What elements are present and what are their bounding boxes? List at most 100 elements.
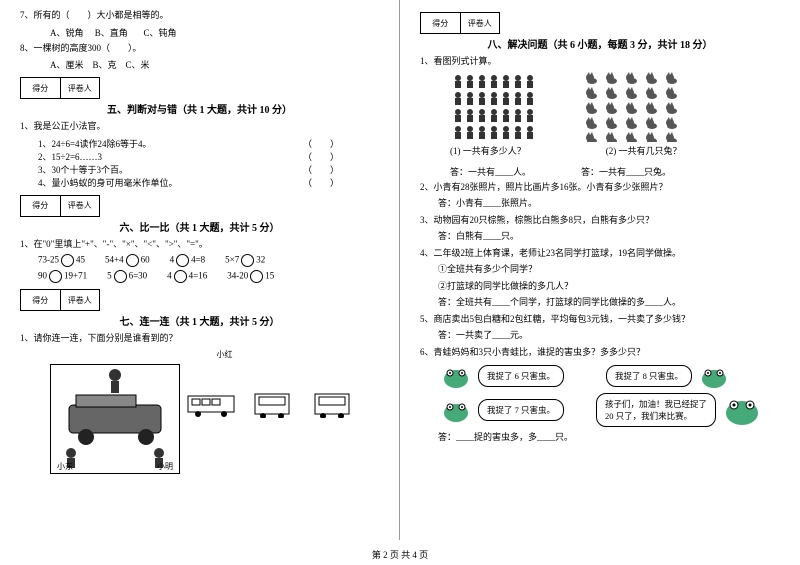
c5a: 90 [38, 271, 47, 281]
s5-1-text: 1、24÷6=4读作24除6等于4。 [38, 137, 152, 150]
left-column: 7、所有的（ ）大小都是相等的。 A、锐角 B、直角 C、钝角 8、一棵树的高度… [0, 0, 400, 540]
s6-intro: 1、在"0"里填上"+"、"-"、"×"、"<"、">"、"="。 [20, 238, 379, 252]
q8-opt-b: B、克 [93, 60, 117, 70]
score-label: 得分 [421, 13, 461, 33]
circle-blank [114, 270, 127, 283]
q7-options: A、锐角 B、直角 C、钝角 [20, 26, 379, 39]
c3a: 4 [170, 255, 175, 265]
q8-options: A、厘米 B、克 C、米 [20, 58, 379, 71]
s8-q5: 5、商店卖出5包白糖和2包红糖，平均每包3元钱，一共卖了多少钱？ [420, 313, 780, 327]
grader-label: 评卷人 [61, 290, 100, 310]
s8-q4b: ②打篮球的同学比做操的多几人？ [420, 280, 780, 294]
circle-blank [61, 254, 74, 267]
circle-blank [250, 270, 263, 283]
circle-blank [126, 254, 139, 267]
score-label: 得分 [21, 196, 61, 216]
s8-q2-ans: 答：小青有____张照片。 [420, 197, 780, 211]
page-footer: 第 2 页 共 4 页 [0, 548, 800, 561]
paren-blank: （ ） [303, 137, 339, 150]
q8-opt-a: A、厘米 [50, 60, 84, 70]
rabbit-array-icon [582, 72, 692, 144]
s7-images: 小东 小明 [20, 360, 379, 474]
c6b: 6=30 [129, 271, 148, 281]
speech-bubble-2: 我捉了 8 只害虫。 [606, 365, 692, 387]
question-8: 8、一棵树的高度300（ ）。 [20, 42, 379, 56]
cmp-3: 4 4=8 [170, 254, 206, 267]
speech-bubble-3: 我捉了 7 只害虫。 [478, 399, 564, 421]
paren-blank: （ ） [303, 163, 339, 176]
xiaoming-label: 小明 [157, 461, 173, 472]
q8-opt-c: C、米 [126, 60, 150, 70]
c4a: 5×7 [225, 255, 239, 265]
xiaodong-label: 小东 [57, 461, 73, 472]
c8b: 15 [265, 271, 274, 281]
cmp-2: 54+460 [105, 254, 150, 267]
q7-opt-b: B、直角 [95, 28, 128, 38]
frog-row-1: 我捉了 6 只害虫。 我捉了 8 只害虫。 [440, 363, 780, 389]
c4b: 32 [256, 255, 265, 265]
s8-q4-ans: 答：全班共有____个同学，打篮球的同学比做操的多____人。 [420, 296, 780, 310]
score-box-8: 得分 评卷人 [420, 12, 500, 34]
s8-q2: 2、小青有28张照片，照片比画片多16张。小青有多少张照片？ [420, 181, 780, 195]
s8-q1: 1、看图列式计算。 [420, 55, 780, 69]
grader-label: 评卷人 [61, 196, 100, 216]
s5-3-text: 3、30个十等于3个百。 [38, 163, 128, 176]
c7b: 4=16 [189, 271, 208, 281]
section-6-title: 六、比一比（共 1 大题，共计 5 分） [20, 219, 379, 234]
circle-blank [49, 270, 62, 283]
frog-mom-icon [722, 393, 762, 427]
q7-opt-c: C、钝角 [144, 28, 177, 38]
s8-q4: 4、二年级2班上体育课，老师让23名同学打篮球，19名同学做操。 [420, 247, 780, 261]
s8-q4a: ①全班共有多少个同学？ [420, 263, 780, 277]
s5-item-2: 2、15÷2=6……3（ ） [20, 150, 379, 163]
xiaohong-label: 小红 [70, 349, 379, 360]
grader-label: 评卷人 [461, 13, 500, 33]
paren-blank: （ ） [303, 176, 339, 189]
c1b: 45 [76, 255, 85, 265]
grader-label: 评卷人 [61, 78, 100, 98]
s8-q3: 3、动物园有20只棕熊，棕熊比白熊多8只，白熊有多少只？ [420, 214, 780, 228]
s8-ans2: 答：一共有____只兔。 [581, 165, 671, 178]
s5-intro: 1、我是公正小法官。 [20, 120, 379, 134]
cmp-7: 4 4=16 [167, 270, 207, 283]
s8-ans1: 答：一共有____人。 [450, 165, 531, 178]
bubble4-line2: 20 只了，我们来比赛。 [605, 411, 692, 421]
s5-item-4: 4、量小蚂蚁的身可用毫米作单位。 （ ） [20, 176, 379, 189]
c6a: 5 [107, 271, 112, 281]
c3b: 4=8 [191, 255, 205, 265]
question-7: 7、所有的（ ）大小都是相等的。 [20, 9, 379, 23]
s8-q1-subq: (1) 一共有多少人？ (2) 一共有几只兔？ [420, 144, 780, 157]
bus-rear-icon [307, 390, 357, 418]
car-children-icon [51, 365, 179, 473]
frog-icon [440, 363, 472, 389]
q7-opt-a: A、锐角 [50, 28, 84, 38]
score-box-6: 得分 评卷人 [20, 195, 100, 217]
s5-item-1: 1、24÷6=4读作24除6等于4。 （ ） [20, 137, 379, 150]
s5-2-text: 2、15÷2=6……3 [38, 150, 102, 163]
c2a: 54+4 [105, 255, 124, 265]
score-box-5: 得分 评卷人 [20, 77, 100, 99]
s5-item-3: 3、30个十等于3个百。 （ ） [20, 163, 379, 176]
section-5-title: 五、判断对与错（共 1 大题，共计 10 分） [20, 101, 379, 116]
s8-q1-sub2: (2) 一共有几只兔？ [606, 144, 682, 157]
circle-blank [174, 270, 187, 283]
section-8-title: 八、解决问题（共 6 小题，每题 3 分，共计 18 分） [420, 36, 780, 51]
people-array-icon [450, 72, 560, 144]
c5b: 19+71 [64, 271, 87, 281]
score-label: 得分 [21, 78, 61, 98]
compare-row-2: 9019+71 56=30 44=16 34-2015 [20, 270, 379, 283]
s5-4-text: 4、量小蚂蚁的身可用毫米作单位。 [38, 176, 178, 189]
c7a: 4 [167, 271, 172, 281]
car-scene: 小东 小明 [50, 364, 180, 474]
cmp-4: 5×7 32 [225, 254, 265, 267]
score-box-7: 得分 评卷人 [20, 289, 100, 311]
s8-q6: 6、青蛙妈妈和3只小青蛙比，谁捉的害虫多？多多少只？ [420, 346, 780, 360]
score-label: 得分 [21, 290, 61, 310]
bus-front-icon [247, 390, 297, 418]
s8-q1-sub1: (1) 一共有多少人？ [450, 144, 526, 157]
s8-q3-ans: 答：白熊有____只。 [420, 230, 780, 244]
c1a: 73-25 [38, 255, 59, 265]
s8-q1-ans: 答：一共有____人。 答：一共有____只兔。 [420, 165, 780, 178]
s8-q5-ans: 答：一共卖了____元。 [420, 329, 780, 343]
cmp-5: 90 19+71 [38, 270, 87, 283]
